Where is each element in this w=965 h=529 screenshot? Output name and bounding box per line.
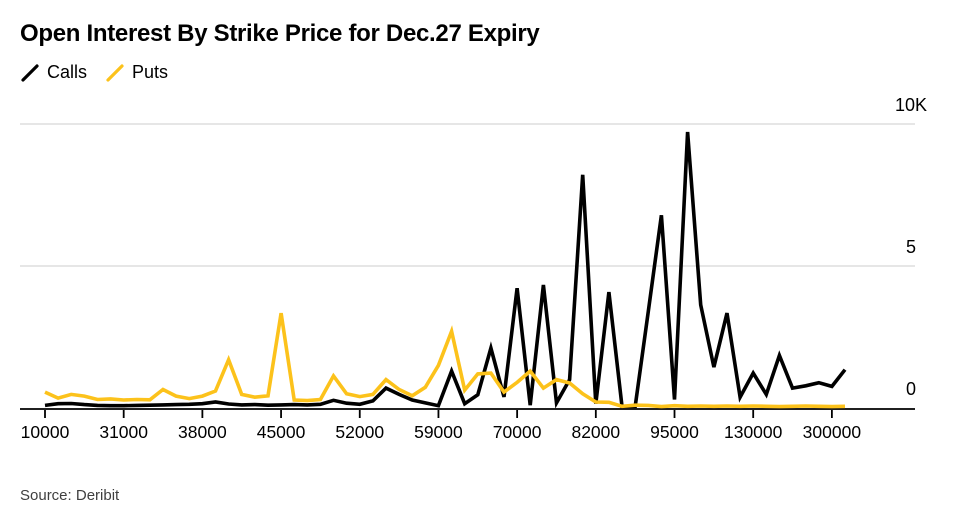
calls-line <box>44 131 847 409</box>
open-interest-line-chart: 10K 5 0 10000 31000 38000 45000 52000 59000 70000… <box>20 95 927 442</box>
x-tick-label: 52000 <box>335 422 384 442</box>
puts-line <box>44 312 846 409</box>
x-tick-label: 70000 <box>493 422 542 442</box>
x-tick-label: 59000 <box>414 422 463 442</box>
x-tick-label: 38000 <box>178 422 227 442</box>
legend: Calls Puts <box>20 62 168 83</box>
chart-title: Open Interest By Strike Price for Dec.27… <box>20 20 540 47</box>
legend-item-puts: Puts <box>105 62 168 83</box>
x-tick-label: 130000 <box>724 422 783 442</box>
y-tick-label: 0 <box>906 379 916 399</box>
x-tick-label: 95000 <box>650 422 699 442</box>
calls-line-swatch-icon <box>21 63 39 82</box>
x-tick-label: 300000 <box>803 422 862 442</box>
legend-label-puts: Puts <box>132 62 169 82</box>
x-tick-label: 31000 <box>99 422 148 442</box>
puts-line-swatch-icon <box>106 63 124 82</box>
x-tick-label: 10000 <box>21 422 70 442</box>
y-tick-label: 10K <box>895 95 927 115</box>
x-tick-label: 45000 <box>257 422 306 442</box>
x-tick-label: 82000 <box>571 422 620 442</box>
y-tick-label: 5 <box>906 237 916 257</box>
source-note: Source: Deribit <box>20 487 120 504</box>
legend-label-calls: Calls <box>47 62 88 82</box>
legend-item-calls: Calls <box>20 62 87 83</box>
